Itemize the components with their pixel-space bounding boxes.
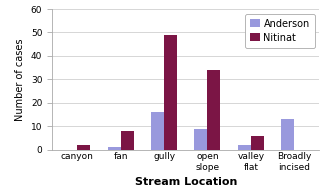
Y-axis label: Number of cases: Number of cases (15, 38, 25, 121)
Bar (194, 129, 207, 150)
Bar (238, 145, 251, 150)
Bar (251, 136, 264, 150)
Bar (151, 112, 164, 150)
Bar (77, 145, 90, 150)
Bar (281, 119, 294, 150)
Bar (207, 70, 220, 150)
Bar (164, 35, 177, 150)
Legend: Anderson, Nitinat: Anderson, Nitinat (245, 14, 315, 47)
Bar (121, 131, 134, 150)
X-axis label: Stream Location: Stream Location (135, 177, 237, 187)
Bar (108, 147, 121, 150)
